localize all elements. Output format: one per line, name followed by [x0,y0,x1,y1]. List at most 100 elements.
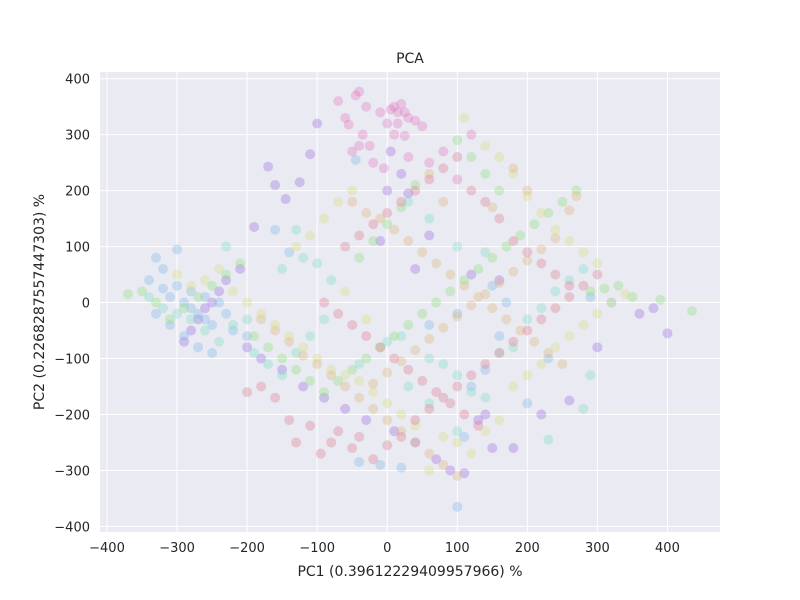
scatter-point [368,403,379,414]
scatter-point [193,291,204,302]
scatter-point [494,213,505,224]
scatter-point [375,236,386,247]
scatter-point [445,465,456,476]
scatter-point [592,342,603,353]
scatter-point [452,308,463,319]
scatter-point [389,101,400,112]
scatter-point [221,241,232,252]
scatter-point [508,342,519,353]
scatter-point [494,415,505,426]
scatter-point [347,364,358,375]
scatter-point [361,415,372,426]
scatter-point [298,381,309,392]
scatter-point [403,381,414,392]
scatter-point [452,426,463,437]
scatter-point [343,119,354,130]
scatter-point [158,263,169,274]
scatter-point [438,431,449,442]
scatter-point [382,208,393,219]
scatter-point [466,387,477,398]
scatter-point [305,149,316,160]
scatter-point [522,255,533,266]
scatter-point [466,152,477,163]
scatter-point [480,409,491,420]
scatter-point [326,370,337,381]
scatter-point [368,454,379,465]
scatter-point [354,252,365,263]
scatter-point [389,331,400,342]
scatter-point [382,118,393,129]
scatter-point [466,300,477,311]
scatter-point [452,135,463,146]
scatter-point [172,280,183,291]
scatter-point [368,387,379,398]
scatter-point [382,336,393,347]
scatter-point [487,202,498,213]
scatter-point [214,297,225,308]
scatter-point [480,359,491,370]
scatter-point [242,314,253,325]
scatter-point [256,308,267,319]
scatter-point [571,185,582,196]
scatter-point [396,462,407,473]
scatter-point [270,325,281,336]
scatter-point [382,185,393,196]
scatter-point [480,289,491,300]
y-tick-label: −400 [54,520,90,535]
scatter-point [200,275,211,286]
scatter-point [179,297,190,308]
scatter-point [340,381,351,392]
scatter-point [347,146,358,157]
scatter-point [193,342,204,353]
scatter-point [291,241,302,252]
scatter-point [214,336,225,347]
scatter-point [186,280,197,291]
scatter-point [445,286,456,297]
scatter-point [592,269,603,280]
scatter-point [312,118,323,129]
scatter-point [326,275,337,286]
scatter-point [655,294,666,305]
scatter-point [305,420,316,431]
scatter-point [480,426,491,437]
scatter-point [368,378,379,389]
scatter-point [550,224,561,235]
scatter-point [494,275,505,286]
scatter-point [270,319,281,330]
scatter-point [424,465,435,476]
scatter-point [606,297,617,308]
scatter-point [354,359,365,370]
scatter-point [564,280,575,291]
scatter-point [361,208,372,219]
scatter-point [298,350,309,361]
scatter-point [522,247,533,258]
scatter-point [424,448,435,459]
scatter-point [284,331,295,342]
scatter-point [207,319,218,330]
grid-lines [100,72,720,532]
scatter-point [501,241,512,252]
scatter-point [392,107,403,118]
scatter-point [452,381,463,392]
scatter-point [480,247,491,258]
scatter-point [200,314,211,325]
scatter-point [354,457,365,468]
scatter-point [291,224,302,235]
scatter-point [662,328,673,339]
scatter-point [403,319,414,330]
scatter-point [431,297,442,308]
scatter-point [249,222,260,233]
scatter-point [564,275,575,286]
scatter-point [417,308,428,319]
data-points [123,86,697,512]
scatter-point [396,431,407,442]
scatter-point [137,286,148,297]
scatter-point [403,236,414,247]
scatter-point [340,286,351,297]
scatter-point [686,305,697,316]
scatter-point [270,392,281,403]
scatter-point [350,154,361,165]
scatter-point [179,331,190,342]
scatter-point [473,291,484,302]
scatter-point [522,370,533,381]
